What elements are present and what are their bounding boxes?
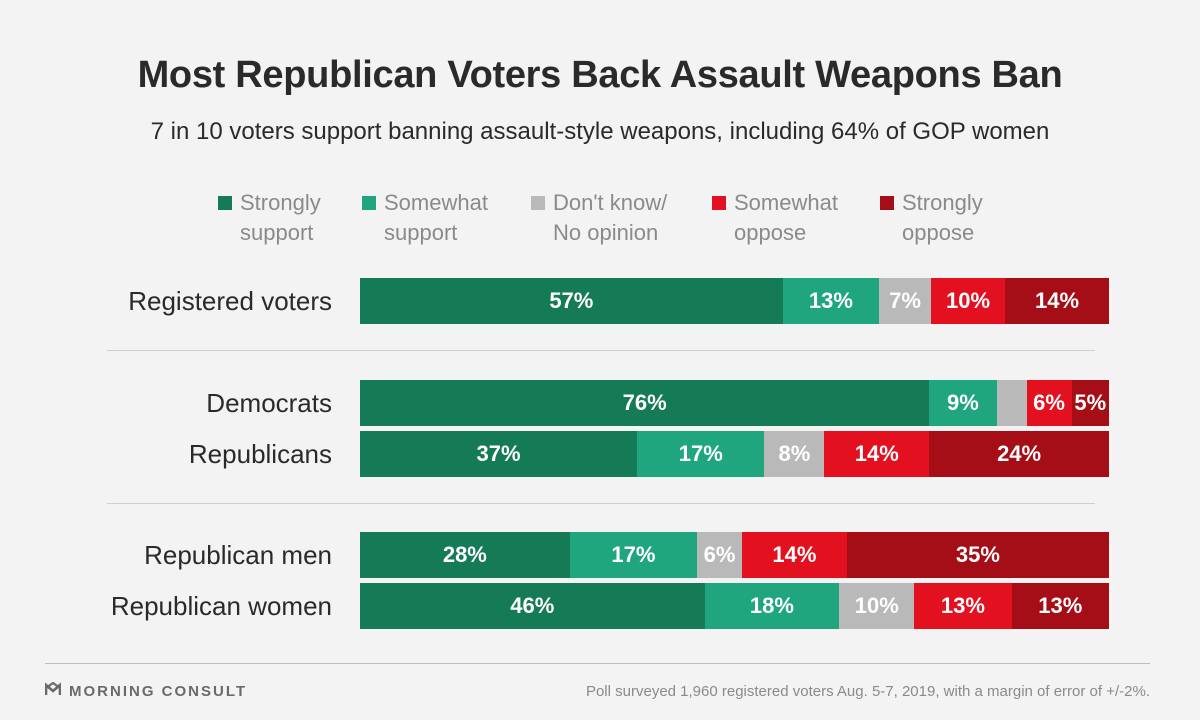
bar-segment: 7%: [879, 278, 931, 324]
chart-title: Most Republican Voters Back Assault Weap…: [137, 54, 1063, 96]
legend-label: Don't know/ No opinion: [553, 190, 668, 245]
bar-segment: 9%: [929, 380, 997, 426]
footer-divider: [45, 663, 1150, 664]
source-note: Poll surveyed 1,960 registered voters Au…: [585, 683, 1150, 700]
bar-segment: 14%: [824, 431, 930, 477]
bar-segment: 76%: [360, 380, 930, 426]
bar-segment: 6%: [697, 532, 742, 578]
bar-segment: 35%: [846, 532, 1109, 578]
bar-segment: 57%: [360, 278, 783, 324]
bar-segment: 10%: [930, 278, 1006, 324]
bar-segment: 5%: [1071, 380, 1109, 426]
morning-consult-logo-icon: [44, 681, 62, 701]
legend-swatch: [362, 196, 376, 210]
row-label: Registered voters: [128, 286, 332, 316]
row-label: Republican women: [110, 591, 332, 621]
legend-label: Strongly oppose: [902, 190, 983, 245]
bar-segment: 28%: [360, 532, 570, 578]
bar-segment: 24%: [929, 431, 1109, 477]
brand: MORNING CONSULT: [44, 681, 248, 701]
legend-item: Somewhat oppose: [712, 188, 838, 248]
legend-item: Don't know/ No opinion: [531, 188, 667, 248]
bar-segment: 18%: [704, 583, 840, 629]
legend-label: Somewhat oppose: [734, 190, 838, 245]
bar-segment: 46%: [360, 583, 705, 629]
group-divider: [107, 350, 1095, 351]
row-label: Republican men: [144, 540, 332, 570]
bar-segment: 13%: [782, 278, 880, 324]
row-label: Democrats: [206, 388, 332, 418]
bar-segment: 14%: [1005, 278, 1109, 324]
legend-label: Strongly support: [240, 190, 321, 245]
chart-subtitle: 7 in 10 voters support banning assault-s…: [150, 118, 1050, 145]
legend-swatch: [712, 196, 726, 210]
bar-segment: 37%: [360, 431, 638, 477]
stacked-bar: 37% 17% 8% 14% 24%: [360, 431, 1109, 477]
group-divider: [107, 503, 1095, 504]
legend-item: Strongly oppose: [880, 188, 983, 248]
stacked-bar: 76% 9% 6% 5%: [360, 380, 1109, 426]
bar-segment: [996, 380, 1027, 426]
legend: Strongly support Somewhat support Don't kn…: [0, 188, 1200, 252]
legend-swatch: [218, 196, 232, 210]
legend-swatch: [531, 196, 545, 210]
stacked-bar: 46% 18% 10% 13% 13%: [360, 583, 1109, 629]
stacked-bar: 28% 17% 6% 14% 35%: [360, 532, 1109, 578]
bar-segment: 17%: [637, 431, 765, 477]
legend-item: Somewhat support: [362, 188, 488, 248]
bar-segment: 13%: [914, 583, 1012, 629]
row-label: Republicans: [188, 439, 332, 469]
bar-segment: 14%: [741, 532, 847, 578]
bar-segment: 17%: [569, 532, 698, 578]
brand-name: MORNING CONSULT: [69, 683, 248, 700]
bar-segment: 10%: [839, 583, 915, 629]
bar-segment: 13%: [1011, 583, 1109, 629]
bar-segment: 6%: [1026, 380, 1072, 426]
legend-swatch: [880, 196, 894, 210]
legend-item: Strongly support: [218, 188, 321, 248]
bar-segment: 8%: [764, 431, 825, 477]
stacked-bar: 57% 13% 7% 10% 14%: [360, 278, 1109, 324]
legend-label: Somewhat support: [384, 190, 488, 245]
